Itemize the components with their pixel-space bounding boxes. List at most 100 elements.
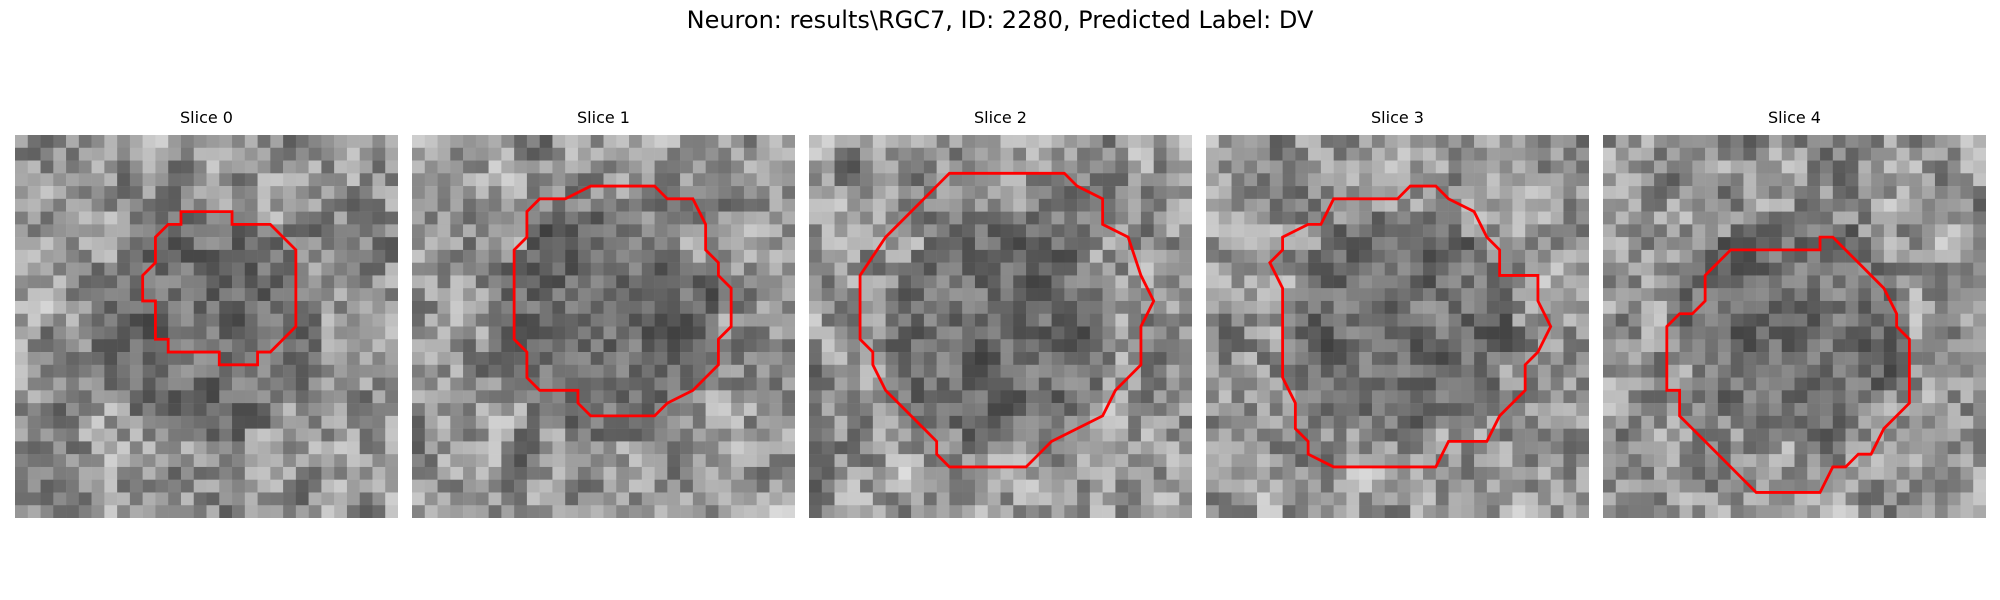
pixel	[1654, 237, 1668, 251]
pixel	[1435, 237, 1449, 251]
pixel	[206, 160, 220, 174]
pixel	[949, 403, 963, 417]
pixel	[412, 403, 426, 417]
pixel	[1922, 403, 1936, 417]
pixel	[1730, 479, 1744, 493]
pixel	[1423, 403, 1437, 417]
pixel	[1615, 224, 1629, 238]
pixel	[1692, 441, 1706, 455]
pixel	[1781, 186, 1795, 200]
pixel	[1871, 135, 1885, 149]
pixel	[860, 505, 874, 518]
pixel	[1781, 326, 1795, 340]
pixel	[412, 352, 426, 366]
pixel	[53, 160, 67, 174]
pixel	[1973, 211, 1986, 225]
pixel	[1179, 428, 1192, 442]
pixel	[654, 454, 668, 468]
pixel	[1756, 313, 1770, 327]
pixel	[1960, 288, 1974, 302]
pixel	[718, 479, 732, 493]
pixel	[514, 505, 528, 518]
pixel	[1295, 262, 1309, 276]
pixel	[1013, 492, 1027, 506]
slice-title: Slice 0	[180, 108, 233, 127]
pixel	[769, 505, 783, 518]
pixel	[1641, 313, 1655, 327]
pixel	[463, 326, 477, 340]
pixel	[1153, 479, 1167, 493]
pixel	[295, 326, 309, 340]
pixel	[1038, 364, 1052, 378]
pixel	[283, 479, 297, 493]
pixel	[756, 466, 770, 480]
pixel	[1231, 428, 1245, 442]
pixel	[667, 249, 681, 263]
pixel	[385, 505, 398, 518]
pixel	[1896, 275, 1910, 289]
pixel	[1359, 403, 1373, 417]
pixel	[1282, 288, 1296, 302]
pixel	[1166, 288, 1180, 302]
pixel	[743, 313, 757, 327]
pixel	[821, 135, 835, 149]
slice-panel: Slice 2	[809, 108, 1192, 522]
pixel	[1461, 288, 1475, 302]
pixel	[667, 173, 681, 187]
pixel	[142, 186, 156, 200]
pixel	[1666, 377, 1680, 391]
pixel	[1922, 326, 1936, 340]
pixel	[936, 364, 950, 378]
pixel	[1410, 224, 1424, 238]
pixel	[705, 313, 719, 327]
pixel	[475, 428, 489, 442]
pixel	[847, 428, 861, 442]
pixel	[1269, 454, 1283, 468]
pixel	[168, 288, 182, 302]
pixel	[1115, 288, 1129, 302]
pixel	[117, 428, 131, 442]
pixel	[590, 505, 604, 518]
pixel	[782, 173, 795, 187]
pixel	[488, 415, 502, 429]
pixel	[1743, 186, 1757, 200]
pixel	[898, 415, 912, 429]
pixel	[1550, 173, 1564, 187]
pixel	[1077, 275, 1091, 289]
pixel	[616, 275, 630, 289]
pixel	[731, 377, 745, 391]
pixel	[1705, 454, 1719, 468]
pixel	[987, 313, 1001, 327]
pixel	[1794, 428, 1808, 442]
pixel	[1231, 211, 1245, 225]
pixel	[1384, 249, 1398, 263]
pixel	[1871, 339, 1885, 353]
pixel	[603, 186, 617, 200]
pixel	[1359, 479, 1373, 493]
pixel	[911, 454, 925, 468]
pixel	[372, 224, 386, 238]
pixel	[667, 505, 681, 518]
pixel	[15, 237, 29, 251]
pixel	[463, 249, 477, 263]
pixel	[1474, 415, 1488, 429]
pixel	[1153, 441, 1167, 455]
pixel	[1218, 466, 1232, 480]
pixel	[705, 454, 719, 468]
pixel	[168, 403, 182, 417]
pixel	[346, 326, 360, 340]
pixel	[1333, 186, 1347, 200]
pixel	[1781, 237, 1795, 251]
pixel	[1206, 249, 1220, 263]
pixel	[539, 249, 553, 263]
pixel	[885, 275, 899, 289]
pixel	[168, 466, 182, 480]
pixel	[590, 390, 604, 404]
pixel	[743, 262, 757, 276]
pixel	[1525, 198, 1539, 212]
pixel	[782, 313, 795, 327]
pixel	[385, 173, 398, 187]
pixel	[1628, 249, 1642, 263]
pixel	[1486, 364, 1500, 378]
pixel	[1128, 492, 1142, 506]
